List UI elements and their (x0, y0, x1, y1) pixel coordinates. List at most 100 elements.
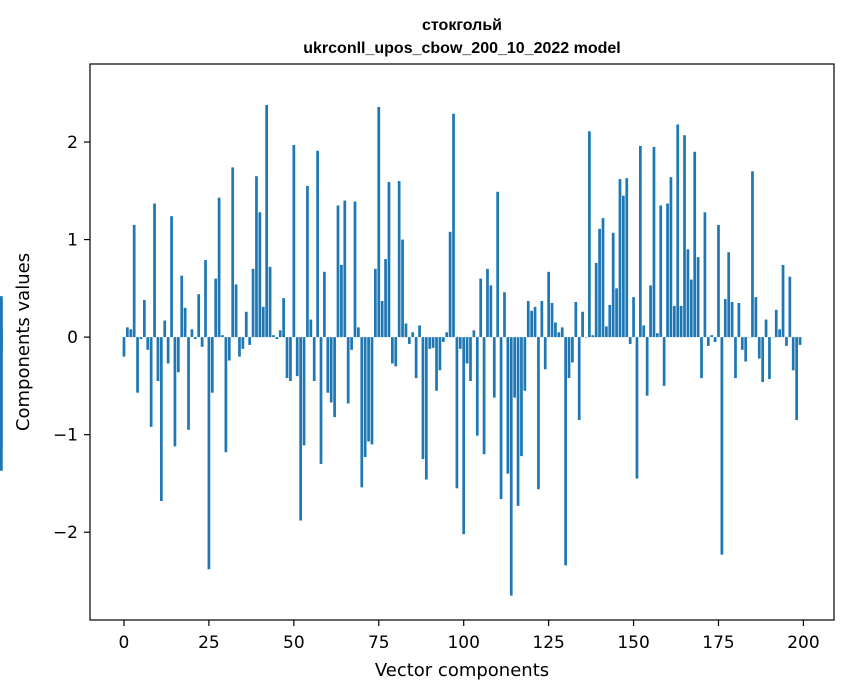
bar-76 (380, 301, 384, 338)
bar-168 (693, 151, 697, 338)
bar-61 (329, 337, 333, 403)
y-tick-label-1: 1 (67, 231, 78, 251)
bar-89 (424, 337, 428, 480)
bar-146 (618, 179, 622, 338)
bar-52 (299, 337, 302, 521)
bar-94 (441, 337, 445, 342)
bar-183 (744, 337, 748, 362)
bar-66 (346, 337, 350, 404)
bar-116 (516, 337, 520, 506)
bar-26 (210, 337, 214, 393)
bar-186 (754, 297, 758, 338)
bar-179 (730, 302, 734, 338)
bar-148 (625, 178, 629, 338)
bar-194 (781, 264, 785, 338)
bar-88 (421, 337, 425, 460)
bar-45 (275, 337, 279, 340)
bar-198 (795, 337, 798, 421)
bar-115 (513, 337, 517, 398)
bar-177 (723, 299, 727, 338)
x-tick-label-175: 175 (702, 633, 734, 653)
bar-142 (605, 326, 608, 338)
bar-22 (197, 294, 201, 338)
bar-157 (655, 333, 659, 338)
bar-4 (136, 337, 139, 393)
bar-3 (132, 224, 136, 338)
x-axis-ticks: 0 25 50 75 100 125 150 175 200 (119, 620, 820, 653)
bar-63 (336, 205, 340, 338)
bar-30 (224, 337, 228, 453)
bar-0 (122, 337, 126, 357)
bar-178 (727, 252, 731, 338)
bar-129 (560, 327, 564, 338)
bar-104 (475, 337, 479, 436)
bar-51 (295, 337, 299, 377)
bar-2 (129, 329, 133, 338)
bar-69 (357, 327, 360, 338)
bar-90 (428, 337, 432, 349)
bar-83 (404, 323, 408, 338)
y-tick-label-0: 0 (67, 328, 78, 348)
bar-28 (217, 197, 221, 338)
bar-87 (418, 325, 421, 338)
chart-title: стокгольй (422, 17, 502, 34)
bar-92 (435, 337, 438, 391)
x-tick-label-50: 50 (283, 633, 305, 653)
bar-107 (486, 268, 489, 338)
bar-161 (669, 177, 673, 338)
bar-55 (309, 319, 313, 338)
bar-114 (509, 337, 513, 596)
bar-56 (312, 337, 316, 382)
bar-132 (571, 337, 574, 363)
bar-7 (146, 337, 150, 350)
bar-127 (554, 322, 557, 338)
bar-154 (645, 337, 649, 396)
bar-95 (445, 332, 449, 338)
bar-190 (768, 337, 771, 380)
bar-189 (764, 319, 768, 338)
bar-82 (401, 239, 404, 338)
y-tick-label--1: −1 (53, 426, 78, 446)
bar-undefined (0, 337, 3, 471)
bar-137 (588, 131, 591, 338)
y-tick-label-2: 2 (67, 133, 78, 153)
bar-166 (686, 249, 690, 338)
bar-42 (265, 104, 269, 338)
bar-155 (649, 285, 652, 338)
bar-78 (387, 182, 391, 338)
bars-group (0, 104, 802, 596)
bar-120 (530, 310, 533, 338)
bar-18 (183, 307, 187, 338)
bar-144 (611, 232, 615, 338)
bar-152 (639, 145, 642, 338)
bar-108 (489, 285, 493, 338)
chart-subtitle: ukrconll_upos_cbow_200_10_2022 model (303, 40, 620, 57)
x-axis-label: Vector components (375, 660, 549, 681)
bar-117 (520, 337, 523, 457)
bar-103 (472, 330, 476, 338)
bar-49 (289, 337, 292, 382)
bar-33 (234, 284, 238, 338)
bar-6 (143, 300, 146, 338)
bar-58 (319, 337, 323, 464)
bar-67 (350, 337, 353, 350)
bar-40 (258, 212, 262, 338)
bar-170 (700, 337, 703, 379)
bar-150 (632, 297, 635, 338)
bar-188 (761, 337, 765, 382)
bar-70 (360, 337, 364, 488)
bar-79 (391, 337, 394, 364)
x-tick-label-125: 125 (532, 633, 564, 653)
bar-17 (180, 275, 184, 338)
bar-185 (751, 171, 754, 338)
bar-173 (710, 335, 714, 338)
bar-156 (652, 146, 656, 338)
x-tick-label-25: 25 (198, 633, 220, 653)
bar-135 (581, 311, 584, 338)
bar-122 (537, 337, 540, 490)
bar-14 (170, 216, 173, 338)
bar-126 (550, 302, 554, 338)
bar-196 (788, 276, 792, 338)
bar-74 (374, 268, 377, 338)
